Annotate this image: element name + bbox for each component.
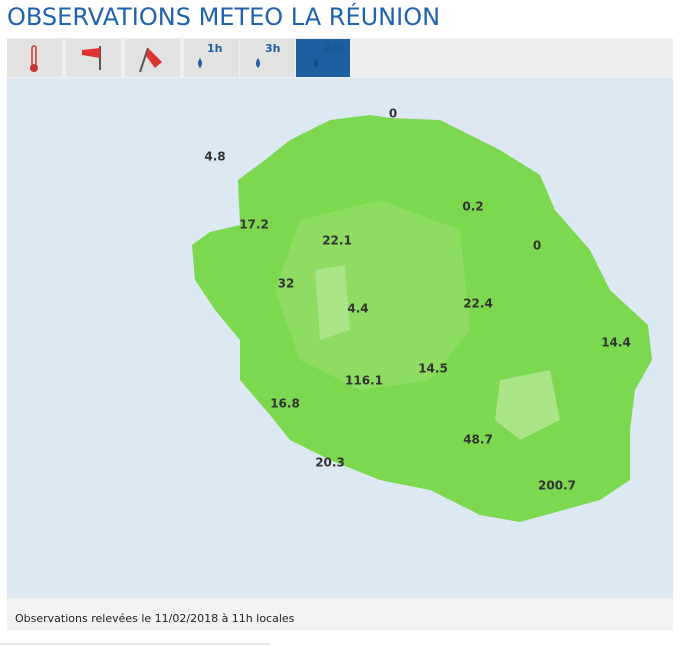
footer bbox=[7, 598, 673, 630]
observation-value: 200.7 bbox=[538, 479, 576, 493]
tab-label: 3h bbox=[265, 42, 281, 55]
tab-temperature[interactable] bbox=[7, 39, 62, 77]
tab-wind[interactable] bbox=[66, 39, 121, 77]
title: OBSERVATIONS METEO LA RÉUNION bbox=[7, 2, 440, 31]
tab-label: 24h bbox=[323, 42, 346, 55]
tab-rain-3h[interactable]: 3h bbox=[240, 39, 295, 77]
footer-text: Observations relevées le 11/02/2018 à 11… bbox=[15, 612, 295, 625]
observation-value: 116.1 bbox=[345, 374, 383, 388]
tab-rain-24h[interactable]: 24h bbox=[296, 39, 350, 77]
observation-value: 22.4 bbox=[463, 297, 493, 311]
tab-rain-1h[interactable]: 1h bbox=[184, 39, 239, 77]
observation-value: 14.4 bbox=[601, 336, 631, 350]
island-relief bbox=[315, 265, 350, 340]
island-relief bbox=[275, 200, 470, 390]
tab-gust[interactable] bbox=[125, 39, 180, 77]
observation-value: 32 bbox=[278, 277, 295, 291]
island-relief bbox=[495, 370, 560, 440]
observation-value: 16.8 bbox=[270, 397, 300, 411]
observation-value: 0 bbox=[389, 107, 397, 121]
observation-value: 14.5 bbox=[418, 362, 448, 376]
observation-value: 0.2 bbox=[462, 200, 483, 214]
tab-label: 1h bbox=[207, 42, 223, 55]
observation-value: 0 bbox=[533, 239, 541, 253]
observation-value: 4.8 bbox=[204, 150, 225, 164]
observation-value: 17.2 bbox=[239, 218, 269, 232]
observation-value: 4.4 bbox=[347, 302, 368, 316]
observation-value: 22.1 bbox=[322, 234, 352, 248]
observation-value: 48.7 bbox=[463, 433, 493, 447]
observation-value: 20.3 bbox=[315, 456, 345, 470]
observation-labels: 0 4.8 17.2 22.1 0.2 0 32 4.4 22.4 14.4 116.1 14.5 16… bbox=[204, 107, 630, 493]
